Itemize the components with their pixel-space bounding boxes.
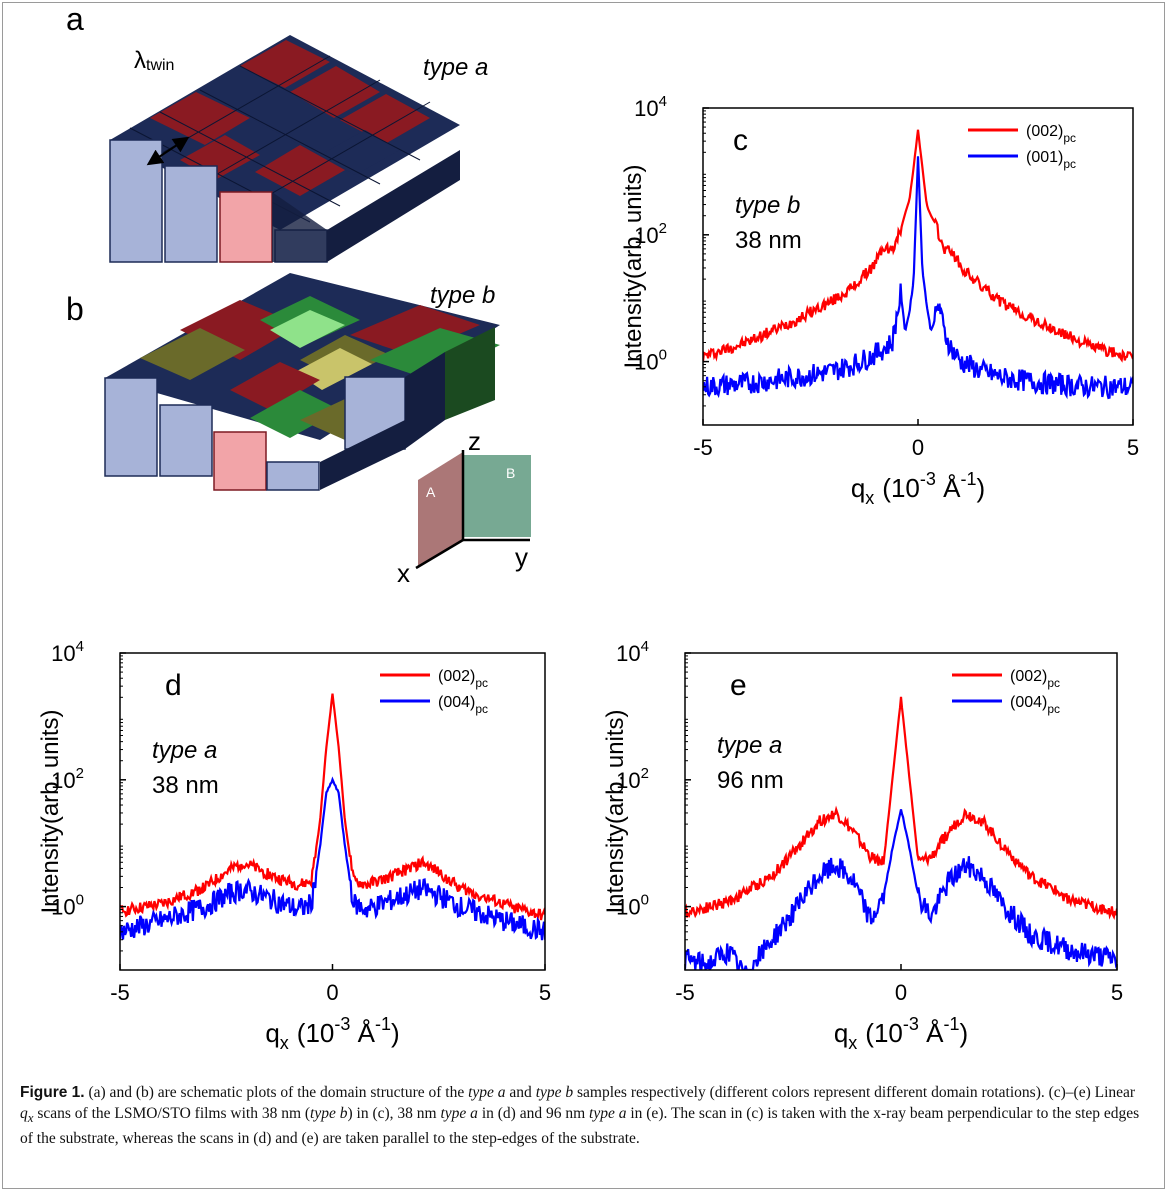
y-tick-label-c: 100 <box>634 347 667 375</box>
caption-label: Figure 1. <box>20 1084 85 1101</box>
x-tick-label-c: 5 <box>1127 435 1139 460</box>
panel-label-c: c <box>733 124 748 157</box>
y-tick-label-c: 104 <box>634 93 667 121</box>
step-3-a <box>219 191 273 263</box>
plane-a <box>418 452 463 568</box>
chart-panel-d: -5 0 5 100 102 104 d type a 38 nm (002)pc (004)pc q… <box>37 638 551 1053</box>
lambda-arrow <box>146 136 190 166</box>
x-tick-label-e: 0 <box>895 980 907 1005</box>
axes-inset: z y x A B <box>397 426 531 588</box>
series-line-e-2 <box>685 809 1117 970</box>
x-tick-label-c: 0 <box>912 435 924 460</box>
step-2-a <box>164 165 218 263</box>
panel-label-b: b <box>66 291 84 327</box>
step-1-b <box>104 377 158 477</box>
legend-label-d-2: (004)pc <box>438 694 488 716</box>
plane-b-label: B <box>506 465 515 481</box>
y-tick-label-e: 104 <box>616 638 649 666</box>
annotation-thickness-c: 38 nm <box>735 227 802 254</box>
axis-y-label: y <box>515 542 528 572</box>
axis-x-label: x <box>397 558 410 588</box>
x-tick-label-e: 5 <box>1111 980 1123 1005</box>
legend-label-e-2: (004)pc <box>1010 694 1060 716</box>
annotation-thickness-e: 96 nm <box>717 767 784 794</box>
y-tick-label-d: 102 <box>51 765 84 793</box>
y-tick-label-e: 100 <box>616 892 649 920</box>
chart-panel-e: -5 0 5 100 102 104 e type a 96 nm (002)pc (004)pc q… <box>602 638 1123 1053</box>
x-axis-label-d: qx (10-3 Å-1) <box>265 1014 399 1053</box>
figure-caption: Figure 1. (a) and (b) are schematic plot… <box>20 1084 1140 1148</box>
series-line-d-2 <box>120 776 545 941</box>
y-tick-label-d: 104 <box>51 638 84 666</box>
series-line-d-1 <box>120 693 545 921</box>
x-tick-label-d: -5 <box>110 980 130 1005</box>
panel-label-e: e <box>730 669 747 702</box>
panel-label-a: a <box>66 1 84 37</box>
series-line-c-1 <box>703 129 1133 363</box>
legend-label-e-1: (002)pc <box>1010 668 1060 690</box>
x-axis-label-e: qx (10-3 Å-1) <box>834 1014 968 1053</box>
panel-label-d: d <box>165 669 182 702</box>
x-tick-label-d: 0 <box>326 980 338 1005</box>
step-3-b <box>213 431 267 491</box>
legend-label-c-1: (002)pc <box>1026 123 1076 145</box>
step-2-b <box>159 404 213 477</box>
step-1-a <box>109 139 163 263</box>
plane-a-label: A <box>426 484 436 500</box>
chart-panel-c: -5 0 5 100 102 104 c type b 38 nm (002)pc (001)pc q… <box>620 93 1139 508</box>
y-axis-label-c: Intensity(arb. units) <box>620 164 647 368</box>
plane-b <box>463 455 531 537</box>
legend-label-c-2: (001)pc <box>1026 149 1076 171</box>
y-tick-label-e: 102 <box>616 765 649 793</box>
step-4-b <box>266 461 320 491</box>
y-axis-label-e: Intensity(arb. units) <box>602 709 629 913</box>
series-line-e-1 <box>685 696 1117 921</box>
type-label-a: type a <box>423 54 488 81</box>
annotation-type-c: type b <box>735 192 800 219</box>
series-line-c-2 <box>703 156 1133 400</box>
x-tick-label-d: 5 <box>539 980 551 1005</box>
schematic-a: a λtwin type a <box>66 1 488 263</box>
legend-label-d-1: (002)pc <box>438 668 488 690</box>
annotation-type-d: type a <box>152 737 217 764</box>
y-tick-label-c: 102 <box>634 220 667 248</box>
annotation-thickness-d: 38 nm <box>152 772 219 799</box>
x-tick-label-c: -5 <box>693 435 713 460</box>
schematic-b: b type b <box>66 273 500 491</box>
annotation-type-e: type a <box>717 732 782 759</box>
type-label-b: type b <box>430 282 495 309</box>
y-tick-label-d: 100 <box>51 892 84 920</box>
y-axis-label-d: Intensity(arb. units) <box>37 709 64 913</box>
axis-z-label: z <box>468 426 481 456</box>
x-tick-label-e: -5 <box>675 980 695 1005</box>
lambda-symbol: λtwin <box>134 47 174 74</box>
x-axis-label-c: qx (10-3 Å-1) <box>851 469 985 508</box>
